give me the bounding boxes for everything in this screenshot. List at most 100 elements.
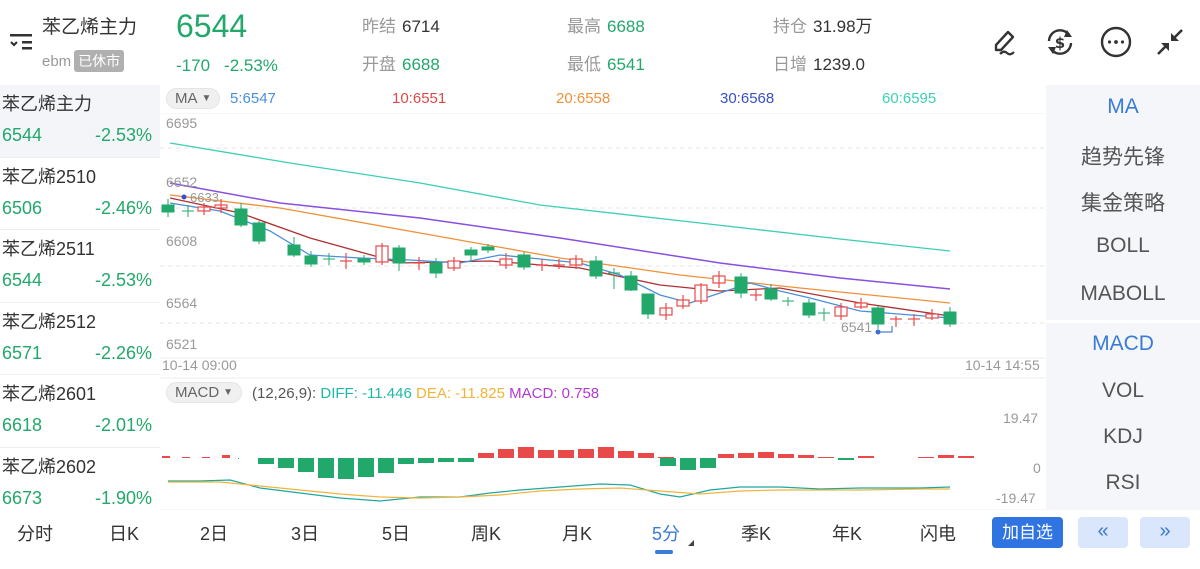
- market-status-badge: 已休市: [74, 50, 125, 72]
- price-tick: 6521: [166, 336, 198, 352]
- period-tabs: 分时 日K 2日 3日 5日 周K 月K 5分 季K 年K 闪电 加自选 « »: [0, 510, 1200, 569]
- price-tick: 6564: [166, 295, 198, 311]
- add-watchlist-button[interactable]: 加自选: [992, 517, 1063, 548]
- exchange-label: ebm 已休市: [42, 50, 125, 72]
- contract-item-pct: -2.26%: [94, 342, 152, 363]
- macd-dea: DEA: -11.825: [415, 385, 505, 402]
- tab-daily[interactable]: 日K: [109, 524, 140, 544]
- macd-diff: DIFF: -11.446: [320, 385, 412, 402]
- kline-chart[interactable]: [160, 113, 1046, 510]
- ma-legend: MA ▼ 5:6547 10:6551 20:6558 30:6568 60:65…: [160, 85, 1046, 113]
- last-price: 6544: [176, 8, 248, 44]
- currency-exchange-icon[interactable]: $: [1042, 24, 1078, 60]
- change-percent: -2.53%: [224, 56, 278, 75]
- ma-selector[interactable]: MA ▼: [166, 88, 221, 109]
- contract-item[interactable]: 苯乙烯主力 6544 -2.53%: [0, 85, 160, 158]
- macd-params: (12,26,9):: [252, 385, 317, 402]
- indicator-panel: MA 趋势先锋 集金策略 BOLL MABOLL MACD VOL KDJ RS…: [1046, 85, 1200, 510]
- contract-item-price: 6544: [2, 125, 43, 145]
- contract-item-price: 6571: [2, 342, 43, 363]
- selected-tab-indicator: [655, 550, 673, 554]
- price-tick: 6695: [166, 115, 198, 131]
- svg-text:$: $: [1055, 34, 1065, 52]
- tab-yearly[interactable]: 年K: [832, 524, 863, 544]
- contract-item[interactable]: 苯乙烯2601 6618 -2.01%: [0, 375, 160, 448]
- ma-selector-label: MA: [175, 90, 198, 107]
- contract-item-price: 6544: [2, 270, 43, 290]
- macd-tick: 0: [1033, 460, 1041, 476]
- more-icon[interactable]: [1098, 24, 1134, 60]
- tab-lightning[interactable]: 闪电: [920, 524, 956, 544]
- ma60-value: 60:6595: [882, 90, 937, 107]
- collapse-icon[interactable]: [1152, 24, 1188, 60]
- ma5-value: 5:6547: [230, 90, 276, 107]
- header-actions: $: [960, 22, 1200, 62]
- contract-item-pct: -2.46%: [94, 197, 152, 218]
- contract-item[interactable]: 苯乙烯2512 6571 -2.26%: [0, 303, 160, 375]
- chart-area[interactable]: MA ▼ 5:6547 10:6551 20:6558 30:6568 60:65…: [160, 85, 1046, 510]
- stat-high: 最高 6688: [567, 17, 645, 36]
- indicator-capital-strategy[interactable]: 集金策略: [1081, 192, 1165, 215]
- indicator-vol[interactable]: VOL: [1101, 379, 1145, 402]
- contract-item-pct: -2.53%: [94, 270, 152, 290]
- contract-list: 苯乙烯主力 6544 -2.53% 苯乙烯2510 6506 -2.46% 苯乙烯2…: [0, 85, 160, 510]
- quote-header: 苯乙烯主力 ebm 已休市 6544 -170 -2.53% 昨结 6714 开盘 66…: [0, 0, 1200, 85]
- contract-item-name: 苯乙烯主力: [2, 94, 92, 114]
- list-toggle-icon[interactable]: [8, 30, 34, 52]
- dropdown-caret-icon: ▼: [223, 387, 234, 398]
- macd-selector[interactable]: MACD ▼: [166, 382, 243, 403]
- indicator-ma[interactable]: MA: [1107, 95, 1139, 118]
- tab-2day[interactable]: 2日: [200, 524, 229, 544]
- indicator-boll[interactable]: BOLL: [1096, 234, 1150, 257]
- macd-legend: (12,26,9): DIFF: -11.446 DEA: -11.825 MA…: [252, 385, 599, 402]
- contract-item-price: 6506: [2, 197, 43, 218]
- indicator-maboll[interactable]: MABOLL: [1080, 282, 1166, 305]
- contract-item-name: 苯乙烯2601: [2, 384, 97, 404]
- tab-5day[interactable]: 5日: [382, 524, 411, 544]
- stat-low: 最低 6541: [567, 55, 645, 74]
- time-end: 10-14 14:55: [965, 357, 1040, 373]
- contract-item-price: 6618: [2, 415, 43, 435]
- price-tick: 6652: [166, 174, 198, 190]
- contract-item-pct: -2.53%: [94, 125, 152, 145]
- contract-item[interactable]: 苯乙烯2510 6506 -2.46%: [0, 158, 160, 230]
- indicator-rsi[interactable]: RSI: [1105, 471, 1141, 494]
- indicator-macd[interactable]: MACD: [1092, 332, 1154, 355]
- draw-icon[interactable]: [988, 24, 1024, 60]
- tab-dropdown-icon[interactable]: [688, 540, 694, 546]
- contract-item[interactable]: 苯乙烯2602 6673 -1.90%: [0, 448, 160, 511]
- exchange-code: ebm: [42, 53, 72, 70]
- stat-daily-increase: 日增 1239.0: [773, 55, 865, 74]
- contract-name: 苯乙烯主力: [42, 17, 138, 38]
- contract-item-name: 苯乙烯2510: [2, 166, 97, 187]
- next-button[interactable]: »: [1140, 517, 1190, 548]
- tab-intraday[interactable]: 分时: [17, 524, 53, 544]
- tab-quarterly[interactable]: 季K: [741, 524, 772, 544]
- indicator-kdj[interactable]: KDJ: [1103, 425, 1143, 448]
- contract-item-name: 苯乙烯2511: [2, 239, 95, 259]
- indicator-divider: [1046, 320, 1200, 323]
- change-value: -170: [176, 56, 211, 75]
- high-price-marker: 6633: [190, 190, 219, 205]
- indicator-trend-pioneer[interactable]: 趋势先锋: [1081, 146, 1165, 169]
- tab-5min[interactable]: 5分: [652, 524, 681, 544]
- low-price-marker: 6541: [841, 319, 873, 335]
- macd-tick: -19.47: [996, 490, 1036, 506]
- contract-item-pct: -1.90%: [94, 487, 152, 508]
- stat-open-interest: 持仓 31.98万: [773, 17, 873, 36]
- prev-button[interactable]: «: [1078, 517, 1128, 548]
- dropdown-caret-icon: ▼: [201, 93, 212, 104]
- macd-value: MACD: 0.758: [509, 385, 600, 402]
- ma30-value: 30:6568: [720, 90, 775, 107]
- contract-item-price: 6673: [2, 487, 43, 508]
- tab-3day[interactable]: 3日: [291, 524, 320, 544]
- contract-item-pct: -2.01%: [94, 415, 152, 435]
- macd-selector-label: MACD: [175, 384, 220, 401]
- contract-item[interactable]: 苯乙烯2511 6544 -2.53%: [0, 230, 160, 303]
- tab-weekly[interactable]: 周K: [471, 524, 502, 544]
- ma10-value: 10:6551: [392, 90, 447, 107]
- stat-prev-settle: 昨结 6714: [362, 17, 440, 36]
- tab-monthly[interactable]: 月K: [562, 524, 593, 544]
- macd-tick: 19.47: [1003, 410, 1039, 426]
- ma20-value: 20:6558: [556, 90, 611, 107]
